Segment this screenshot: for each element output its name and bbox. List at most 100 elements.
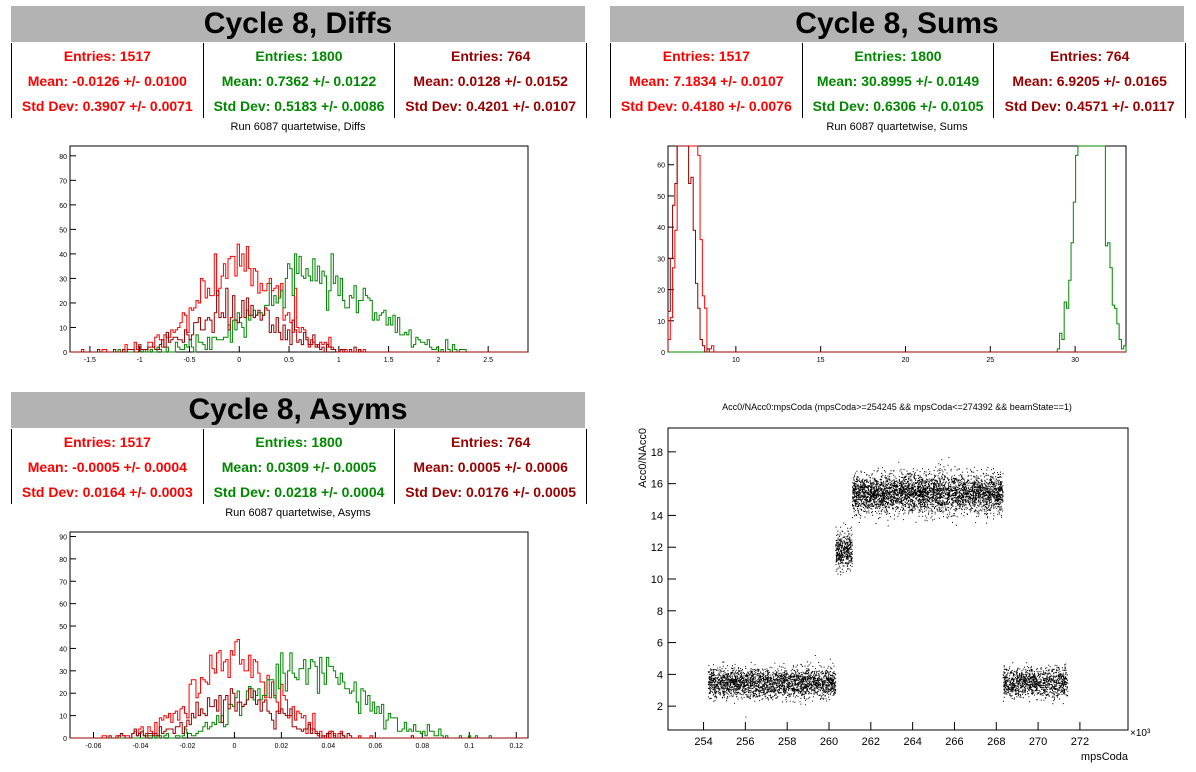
- diffs-stats-col: Entries: 1800 Mean: 0.7362 +/- 0.0122 St…: [202, 43, 395, 118]
- sums-panel-title: Cycle 8, Sums: [610, 6, 1184, 42]
- x-tick-label: 0.1: [464, 743, 474, 750]
- y-tick-label: 10: [59, 325, 67, 332]
- y-tick-label: 90: [59, 534, 67, 541]
- y-tick-label: 2: [657, 701, 663, 713]
- stat-std: Std Dev: 0.4180 +/- 0.0076: [620, 97, 792, 114]
- plot-frame: [69, 531, 529, 739]
- y-tick-label: 4: [657, 669, 663, 681]
- histogram-series: [668, 145, 1127, 353]
- x-tick-label: 1: [337, 357, 341, 364]
- sums-stats-col: Entries: 1800 Mean: 30.8995 +/- 0.0149 S…: [801, 43, 994, 118]
- asyms-panel-title: Cycle 8, Asyms: [11, 392, 585, 428]
- histogram-series: [70, 688, 528, 739]
- x-tick-label: 30: [1071, 357, 1079, 364]
- asyms-stats-col: Entries: 1800 Mean: 0.0309 +/- 0.0005 St…: [202, 429, 395, 504]
- histogram-series: [70, 652, 528, 739]
- y-tick-label: 30: [59, 669, 67, 676]
- y-tick-label: 50: [657, 194, 665, 201]
- stat-mean: Mean: 6.9205 +/- 0.0165: [1012, 72, 1167, 89]
- x-tick-label: 270: [1029, 736, 1047, 748]
- x-tick-label: -0.06: [86, 743, 102, 750]
- y-tick-label: 30: [657, 256, 665, 263]
- y-tick-label: 50: [59, 624, 67, 631]
- stat-mean: Mean: 0.0128 +/- 0.0152: [413, 72, 568, 89]
- y-tick-label: 80: [59, 154, 67, 161]
- x-axis-multiplier: ×10³: [1130, 728, 1151, 739]
- y-tick-label: 6: [657, 638, 663, 650]
- stat-entries: Entries: 764: [450, 47, 531, 64]
- stat-entries: Entries: 1800: [854, 47, 942, 64]
- stat-mean: Mean: 0.7362 +/- 0.0122: [221, 72, 377, 89]
- y-tick-label: 16: [651, 479, 663, 491]
- diffs-stats-col: Entries: 1517 Mean: -0.0126 +/- 0.0100 S…: [12, 43, 203, 118]
- stat-mean: Mean: 30.8995 +/- 0.0149: [816, 72, 980, 89]
- plot-frame: [667, 145, 1127, 353]
- sums-subtitle: Run 6087 quartetwise, Sums: [826, 121, 968, 133]
- stat-std: Std Dev: 0.6306 +/- 0.0105: [812, 97, 984, 114]
- x-tick-label: 256: [736, 736, 754, 748]
- stat-mean: Mean: 0.0309 +/- 0.0005: [221, 458, 377, 475]
- x-tick-label: 264: [903, 736, 921, 748]
- y-tick-label: 10: [59, 714, 67, 721]
- stat-entries: Entries: 1517: [63, 433, 151, 450]
- x-tick-label: 0.04: [322, 743, 336, 750]
- x-tick-label: 254: [694, 736, 712, 748]
- histogram-series: [70, 638, 528, 739]
- y-tick-label: 18: [651, 447, 663, 459]
- y-tick-label: 12: [651, 542, 663, 554]
- sums-stats-col: Entries: 1517 Mean: 7.1834 +/- 0.0107 St…: [611, 43, 802, 118]
- stat-std: Std Dev: 0.0176 +/- 0.0005: [405, 483, 577, 500]
- diffs-stats-col: Entries: 764 Mean: 0.0128 +/- 0.0152 Std…: [394, 43, 586, 118]
- y-axis-label: Acc0/NAcc0: [637, 428, 649, 488]
- x-tick-label: 2: [436, 357, 440, 364]
- y-tick-label: 20: [59, 301, 67, 308]
- x-tick-label: 25: [986, 357, 994, 364]
- y-tick-label: 70: [59, 178, 67, 185]
- y-tick-label: 10: [657, 319, 665, 326]
- stat-mean: Mean: -0.0126 +/- 0.0100: [27, 72, 187, 89]
- stat-std: Std Dev: 0.3907 +/- 0.0071: [21, 97, 193, 114]
- y-tick-label: 0: [63, 736, 67, 743]
- y-tick-label: 20: [59, 691, 67, 698]
- asyms-subtitle: Run 6087 quartetwise, Asyms: [225, 507, 371, 519]
- stat-std: Std Dev: 0.5183 +/- 0.0086: [213, 97, 385, 114]
- asyms-stats-col: Entries: 764 Mean: 0.0005 +/- 0.0006 Std…: [394, 429, 586, 504]
- stat-mean: Mean: 7.1834 +/- 0.0107: [629, 72, 784, 89]
- diffs-panel-title: Cycle 8, Diffs: [11, 6, 585, 42]
- x-tick-label: 2.5: [483, 357, 493, 364]
- scatter-title: Acc0/NAcc0:mpsCoda (mpsCoda>=254245 && m…: [722, 402, 1072, 412]
- x-tick-label: 20: [902, 357, 910, 364]
- y-tick-label: 70: [59, 579, 67, 586]
- histogram-series: [667, 145, 1126, 353]
- y-tick-label: 40: [59, 646, 67, 653]
- stat-mean: Mean: -0.0005 +/- 0.0004: [27, 458, 187, 475]
- y-tick-label: 14: [651, 510, 663, 522]
- x-tick-label: 15: [817, 357, 825, 364]
- y-tick-label: 60: [59, 203, 67, 210]
- y-tick-label: 30: [59, 276, 67, 283]
- y-tick-label: 80: [59, 557, 67, 564]
- asyms-histogram: 0 10 20 30 40 50 60 70 80 90 -0.06 -0.04 -0.02 0 0.02 0…: [59, 531, 529, 750]
- sums-histogram: 0 10 20 30 40 50 60 10 15 20 25 30: [657, 145, 1127, 364]
- diffs-subtitle: Run 6087 quartetwise, Diffs: [230, 121, 366, 133]
- stat-entries: Entries: 1517: [63, 47, 151, 64]
- plot-frame: [69, 145, 529, 353]
- sums-stats-box: Entries: 1517 Mean: 7.1834 +/- 0.0107 St…: [610, 43, 1186, 118]
- y-tick-label: 60: [59, 602, 67, 609]
- x-tick-label: 262: [862, 736, 880, 748]
- x-tick-label: 0: [237, 357, 241, 364]
- stat-mean: Mean: 0.0005 +/- 0.0006: [413, 458, 568, 475]
- x-tick-label: 10: [732, 357, 740, 364]
- x-tick-label: -1: [137, 357, 143, 364]
- scatter-points: [707, 457, 1069, 718]
- asyms-stats-box: Entries: 1517 Mean: -0.0005 +/- 0.0004 S…: [11, 429, 587, 504]
- x-tick-label: -0.02: [179, 743, 195, 750]
- y-tick-label: 0: [661, 350, 665, 357]
- x-tick-label: 0: [232, 743, 236, 750]
- stat-entries: Entries: 764: [1049, 47, 1130, 64]
- asyms-stats-col: Entries: 1517 Mean: -0.0005 +/- 0.0004 S…: [12, 429, 203, 504]
- diffs-histogram: 0 10 20 30 40 50 60 70 80 -1.5 -1 -0.5 0 0.5 1 1.5 2 2.5: [59, 145, 529, 364]
- y-tick-label: 40: [657, 225, 665, 232]
- x-tick-label: -1.5: [84, 357, 96, 364]
- y-tick-label: 60: [657, 163, 665, 170]
